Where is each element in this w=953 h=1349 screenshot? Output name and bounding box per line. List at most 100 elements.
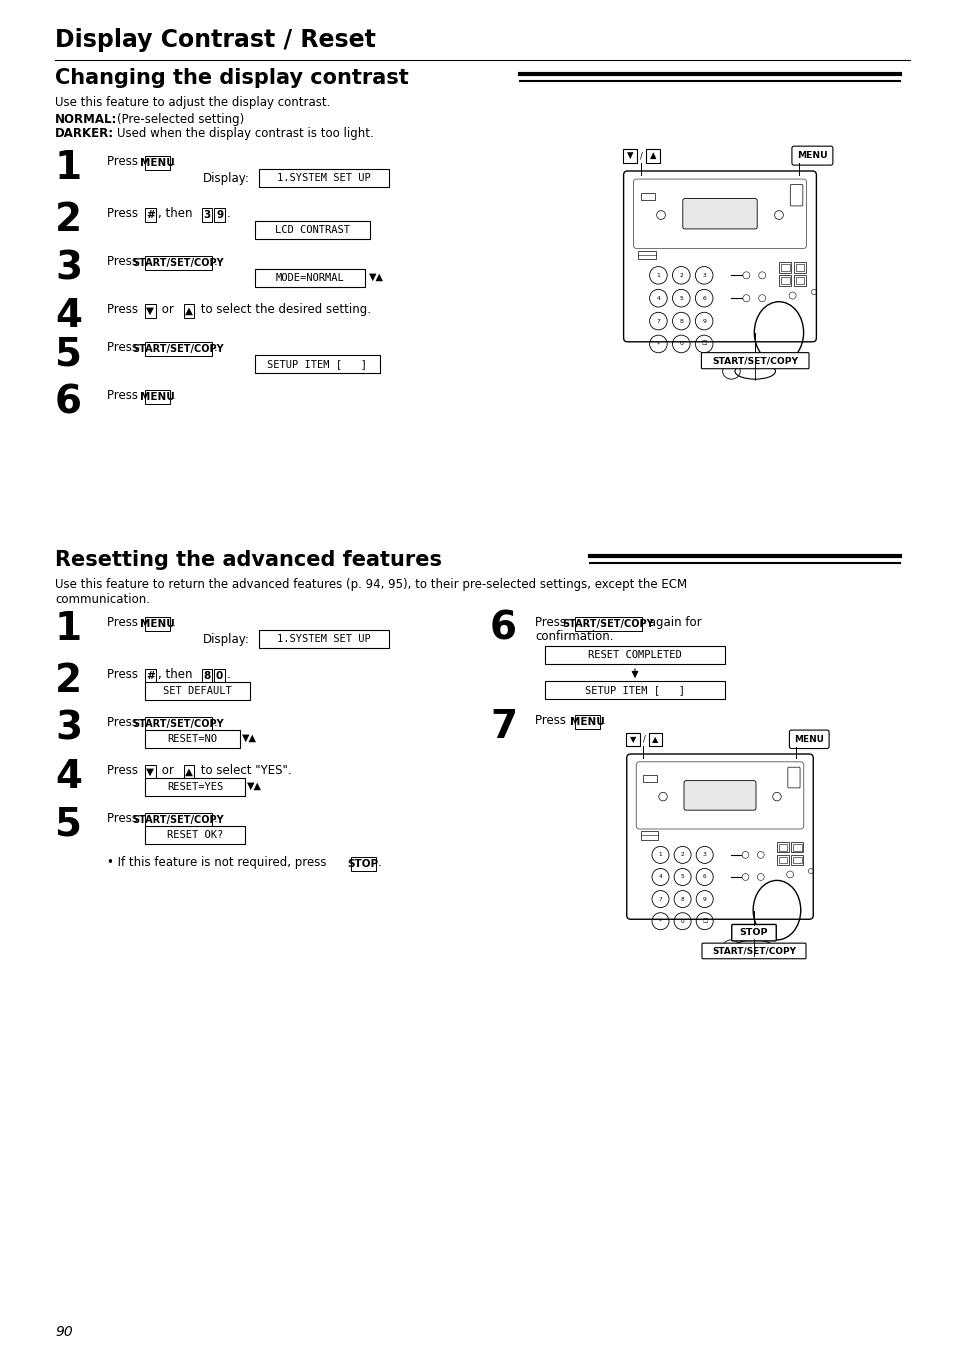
Text: or: or bbox=[157, 764, 177, 777]
Text: 3: 3 bbox=[701, 272, 705, 278]
Text: Press: Press bbox=[107, 206, 142, 220]
Text: Display Contrast / Reset: Display Contrast / Reset bbox=[55, 28, 375, 53]
Text: Display:: Display: bbox=[203, 633, 250, 646]
Text: DARKER:: DARKER: bbox=[55, 127, 114, 140]
Text: STOP: STOP bbox=[739, 928, 767, 938]
Text: Press: Press bbox=[107, 155, 142, 169]
Text: ▼▲: ▼▲ bbox=[369, 272, 384, 282]
Bar bbox=[184, 765, 194, 780]
Text: confirmation.: confirmation. bbox=[535, 630, 613, 643]
Text: Used when the display contrast is too light.: Used when the display contrast is too li… bbox=[117, 127, 374, 140]
Bar bbox=[258, 169, 389, 188]
Text: .: . bbox=[213, 341, 217, 353]
Text: 2: 2 bbox=[679, 272, 682, 278]
Text: Press: Press bbox=[535, 714, 569, 727]
Text: 4: 4 bbox=[55, 758, 82, 796]
Text: MENU: MENU bbox=[140, 158, 174, 169]
Bar bbox=[638, 251, 655, 259]
Bar bbox=[622, 148, 637, 163]
Bar bbox=[145, 813, 212, 827]
Text: 2: 2 bbox=[55, 201, 82, 239]
Text: Press: Press bbox=[535, 616, 569, 629]
Text: 0: 0 bbox=[680, 919, 683, 924]
Bar bbox=[778, 844, 786, 851]
Text: .: . bbox=[227, 668, 231, 681]
Text: to select "YES".: to select "YES". bbox=[197, 764, 292, 777]
FancyBboxPatch shape bbox=[701, 943, 805, 959]
Text: 5: 5 bbox=[55, 335, 82, 374]
Bar bbox=[145, 778, 245, 796]
Text: ▼▲: ▼▲ bbox=[242, 733, 256, 743]
Bar bbox=[145, 683, 250, 700]
Text: /: / bbox=[642, 735, 645, 743]
Bar bbox=[778, 857, 786, 863]
Bar bbox=[544, 681, 724, 699]
Text: #: # bbox=[146, 670, 154, 681]
FancyBboxPatch shape bbox=[787, 768, 800, 788]
Bar bbox=[544, 646, 724, 664]
Bar bbox=[145, 616, 170, 631]
Text: 5: 5 bbox=[680, 874, 683, 880]
Text: 3: 3 bbox=[702, 853, 706, 858]
Text: Press: Press bbox=[107, 812, 142, 826]
FancyBboxPatch shape bbox=[636, 762, 803, 830]
Bar bbox=[145, 669, 155, 683]
Text: .: . bbox=[213, 716, 217, 728]
Text: START/SET/COPY: START/SET/COPY bbox=[711, 356, 798, 366]
Text: 1: 1 bbox=[658, 853, 661, 858]
Text: 2: 2 bbox=[55, 662, 82, 700]
Text: Press: Press bbox=[107, 616, 142, 629]
Text: MODE=NORMAL: MODE=NORMAL bbox=[275, 272, 344, 283]
Text: 9: 9 bbox=[215, 210, 223, 220]
Bar bbox=[645, 148, 659, 163]
Text: 3: 3 bbox=[55, 710, 82, 747]
Text: MENU: MENU bbox=[140, 393, 174, 402]
Text: ▲: ▲ bbox=[185, 768, 193, 777]
Bar bbox=[145, 730, 240, 747]
Bar bbox=[184, 304, 194, 318]
Bar bbox=[626, 733, 639, 746]
Bar bbox=[792, 857, 801, 863]
Text: Display:: Display: bbox=[203, 173, 250, 185]
Text: 6: 6 bbox=[701, 295, 705, 301]
Text: MENU: MENU bbox=[794, 735, 823, 743]
Text: 9: 9 bbox=[701, 318, 705, 324]
Text: MENU: MENU bbox=[797, 151, 827, 161]
Text: .: . bbox=[601, 714, 605, 727]
Text: 7: 7 bbox=[656, 318, 659, 324]
Text: .: . bbox=[377, 857, 381, 869]
Text: Press: Press bbox=[107, 304, 142, 316]
Bar bbox=[201, 669, 213, 683]
Text: 3: 3 bbox=[55, 250, 82, 287]
Text: 6: 6 bbox=[55, 383, 82, 421]
Text: SETUP ITEM [   ]: SETUP ITEM [ ] bbox=[584, 685, 684, 695]
Text: 5: 5 bbox=[679, 295, 682, 301]
Bar bbox=[648, 733, 661, 746]
Bar bbox=[145, 304, 155, 318]
Text: 1: 1 bbox=[656, 272, 659, 278]
Text: Resetting the advanced features: Resetting the advanced features bbox=[55, 550, 441, 571]
Bar bbox=[793, 262, 805, 272]
Bar bbox=[258, 630, 389, 648]
Bar bbox=[640, 831, 658, 839]
Text: START/SET/COPY: START/SET/COPY bbox=[132, 258, 224, 268]
Text: NORMAL:: NORMAL: bbox=[55, 113, 117, 125]
Bar bbox=[792, 844, 801, 851]
Text: 1.SYSTEM SET UP: 1.SYSTEM SET UP bbox=[276, 173, 371, 183]
Text: RESET OK?: RESET OK? bbox=[167, 830, 223, 840]
Text: /: / bbox=[639, 151, 642, 161]
Bar bbox=[201, 208, 213, 223]
Text: .: . bbox=[227, 206, 231, 220]
Text: #: # bbox=[146, 210, 154, 220]
Text: 8: 8 bbox=[680, 897, 683, 901]
Text: 8: 8 bbox=[203, 670, 211, 681]
Text: 2: 2 bbox=[680, 853, 683, 858]
Text: Changing the display contrast: Changing the display contrast bbox=[55, 67, 408, 88]
Text: 1.SYSTEM SET UP: 1.SYSTEM SET UP bbox=[276, 634, 371, 643]
Text: 1: 1 bbox=[55, 610, 82, 648]
Bar bbox=[254, 221, 370, 239]
Text: LCD CONTRAST: LCD CONTRAST bbox=[274, 225, 350, 235]
Bar bbox=[779, 262, 790, 272]
Text: RESET=YES: RESET=YES bbox=[167, 782, 223, 792]
Text: *: * bbox=[657, 341, 659, 347]
